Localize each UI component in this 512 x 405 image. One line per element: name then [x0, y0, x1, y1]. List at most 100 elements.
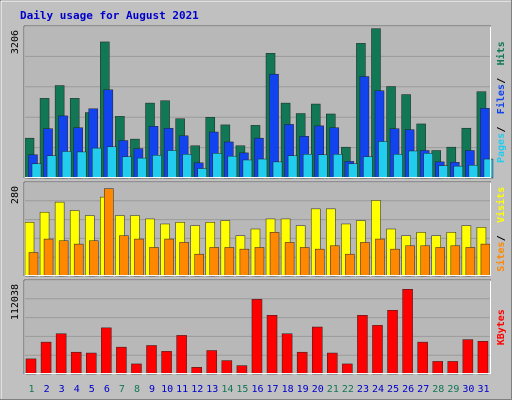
bar-sites-day-20 [314, 248, 325, 277]
x-tick-label-day-28: 28 [432, 384, 444, 395]
bar-pages-day-8 [137, 157, 147, 179]
panel-hits-ymax-label: 3206 [10, 30, 21, 54]
bar-sites-day-19 [299, 247, 310, 277]
bar-sites-day-21 [330, 245, 340, 277]
bar-sites-day-14 [224, 247, 235, 277]
panel-visits-axis-label-sites: Sites [495, 242, 507, 272]
bar-sites-day-3 [58, 240, 69, 277]
bar-pages-day-5 [92, 147, 102, 179]
x-tick-label-day-8: 8 [134, 384, 140, 395]
bar-pages-day-3 [61, 151, 72, 179]
x-tick-label-day-5: 5 [89, 384, 95, 395]
x-tick-label-day-1: 1 [29, 384, 35, 395]
bar-sites-day-25 [390, 248, 400, 277]
x-tick-label-day-16: 16 [251, 384, 263, 395]
bar-sites-day-22 [345, 253, 355, 277]
bar-kbytes-day-29 [447, 361, 459, 375]
bar-kbytes-day-28 [432, 361, 443, 375]
bar-pages-day-27 [423, 153, 433, 179]
bar-sites-day-1 [28, 252, 39, 277]
panel-visits-axis-label-separator-1: / [496, 235, 507, 241]
bar-pages-day-28 [438, 165, 448, 179]
panel-kbytes-axis-label-kbytes: KBytes [496, 309, 507, 345]
bar-kbytes-day-22 [342, 363, 353, 375]
bar-pages-day-23 [363, 156, 373, 179]
bar-pages-day-24 [378, 141, 388, 179]
bar-sites-day-6 [104, 188, 114, 277]
bar-sites-day-29 [450, 245, 461, 277]
x-tick-label-day-17: 17 [267, 384, 279, 395]
bar-kbytes-day-26 [402, 289, 413, 375]
bar-sites-day-7 [119, 235, 129, 277]
x-tick-label-day-4: 4 [74, 384, 80, 395]
bar-pages-day-9 [152, 154, 162, 179]
x-tick-label-day-19: 19 [297, 384, 309, 395]
bar-sites-day-27 [420, 245, 430, 277]
x-tick-label-day-22: 22 [342, 384, 354, 395]
bar-pages-day-31 [483, 158, 494, 179]
bar-kbytes-day-21 [327, 352, 338, 375]
x-tick-label-day-31: 31 [477, 384, 489, 395]
bar-kbytes-day-9 [146, 345, 157, 375]
x-tick-label-day-6: 6 [104, 384, 110, 395]
bar-pages-day-29 [453, 165, 464, 179]
panel-hits-axis-label-files: Files [495, 84, 507, 114]
bar-pages-day-6 [107, 146, 117, 179]
panel-kbytes-ymax-label: 112038 [10, 284, 21, 320]
chart-title: Daily usage for August 2021 [20, 9, 199, 22]
x-tick-label-day-26: 26 [402, 384, 414, 395]
bar-pages-day-10 [167, 150, 177, 179]
bar-kbytes-day-4 [70, 351, 82, 375]
bar-pages-day-13 [212, 153, 223, 179]
bar-kbytes-day-12 [191, 367, 202, 375]
bar-pages-day-21 [333, 154, 343, 179]
bar-kbytes-day-17 [266, 315, 278, 375]
bar-sites-day-28 [435, 247, 445, 277]
bar-pages-day-15 [242, 159, 253, 179]
bar-sites-day-8 [134, 238, 144, 277]
bar-kbytes-day-7 [116, 346, 127, 375]
bar-kbytes-day-24 [372, 325, 383, 375]
panel-hits-axis-label-separator-2: / [496, 78, 507, 84]
bar-pages-day-2 [46, 155, 57, 179]
bar-pages-day-1 [31, 163, 42, 179]
bar-kbytes-day-19 [296, 351, 308, 375]
x-tick-label-day-12: 12 [191, 384, 203, 395]
x-tick-label-day-7: 7 [119, 384, 125, 395]
panel-hits-axis-label-separator-1: / [496, 126, 507, 132]
bar-sites-day-24 [375, 238, 385, 277]
panel-visits-ymax-label: 280 [10, 186, 21, 204]
x-tick-label-day-10: 10 [161, 384, 173, 395]
x-tick-label-day-14: 14 [221, 384, 233, 395]
panel-hits-axis-label-pages: Pages [496, 133, 507, 163]
bar-kbytes-day-18 [281, 333, 293, 375]
bar-pages-day-16 [257, 158, 268, 179]
bar-pages-day-7 [122, 156, 132, 179]
bar-pages-day-4 [76, 151, 87, 179]
bar-pages-day-11 [182, 154, 192, 179]
x-tick-label-day-29: 29 [447, 384, 459, 395]
bar-kbytes-day-25 [387, 309, 398, 375]
bar-sites-day-31 [480, 243, 491, 277]
bar-pages-day-17 [272, 161, 283, 179]
panel-hits-axis-label-hits: Hits [495, 41, 507, 65]
bar-kbytes-day-16 [251, 299, 263, 375]
bar-kbytes-day-27 [417, 341, 428, 375]
bar-kbytes-day-2 [40, 341, 52, 375]
bar-kbytes-day-20 [311, 326, 323, 375]
bar-pages-day-26 [408, 150, 418, 179]
bar-kbytes-day-14 [221, 360, 233, 375]
x-tick-label-day-18: 18 [282, 384, 294, 395]
bar-kbytes-day-31 [477, 341, 489, 375]
x-tick-label-day-23: 23 [357, 384, 369, 395]
bar-kbytes-day-8 [131, 363, 142, 375]
bar-pages-day-14 [227, 155, 238, 179]
bar-kbytes-day-1 [25, 358, 37, 375]
x-tick-label-day-20: 20 [312, 384, 324, 395]
bar-pages-day-19 [302, 154, 313, 179]
x-tick-label-day-9: 9 [149, 384, 155, 395]
bar-sites-day-16 [254, 247, 265, 277]
bar-sites-day-13 [209, 247, 220, 277]
bar-kbytes-day-11 [176, 335, 187, 375]
